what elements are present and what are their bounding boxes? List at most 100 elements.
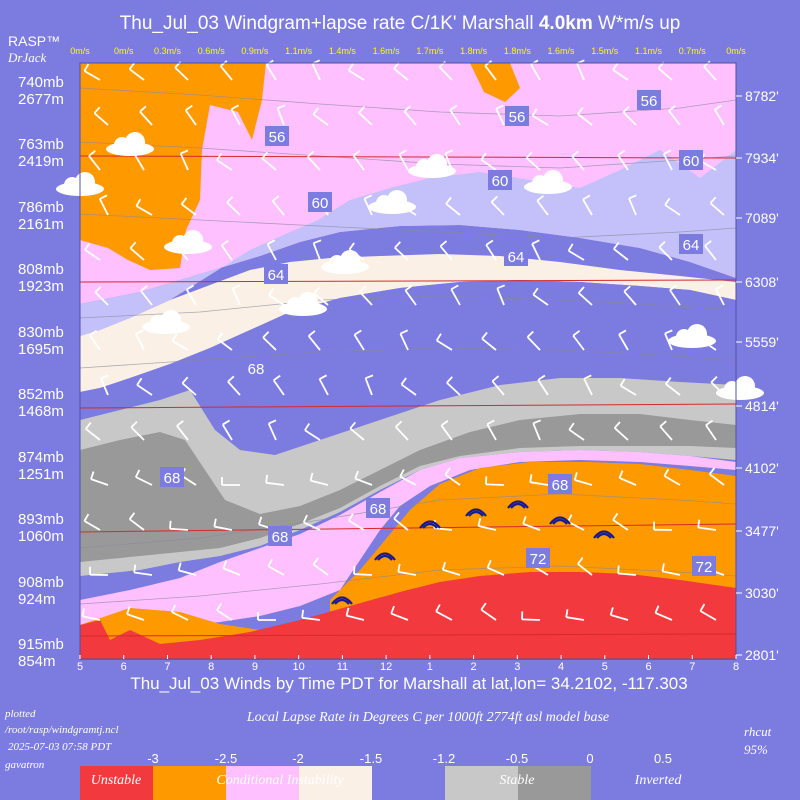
wind-barb bbox=[618, 333, 629, 351]
wstar-label: 1.4m/s bbox=[329, 46, 357, 56]
wind-barb-flag bbox=[704, 240, 712, 247]
wind-barb-flag bbox=[349, 421, 357, 430]
wind-barb bbox=[311, 63, 321, 81]
wind-barb bbox=[399, 475, 417, 486]
wind-barb-flag bbox=[273, 374, 281, 381]
wind-barb bbox=[266, 481, 285, 486]
wind-barb bbox=[358, 112, 373, 126]
wind-barb bbox=[135, 205, 153, 216]
wind-barb-flag bbox=[85, 422, 92, 430]
wind-barb-flag bbox=[140, 285, 148, 292]
wind-barb bbox=[174, 66, 189, 81]
wind-barb bbox=[230, 108, 241, 126]
wind-barb-flag bbox=[390, 605, 395, 614]
cloud-icon bbox=[279, 292, 327, 316]
wind-barb bbox=[713, 109, 725, 126]
wind-barb bbox=[709, 473, 725, 486]
wind-barb-flag bbox=[583, 374, 592, 380]
wind-barb bbox=[664, 204, 681, 216]
contour-label: 64 bbox=[508, 249, 525, 266]
wind-barb-flag bbox=[126, 606, 131, 615]
cloud-icon bbox=[408, 154, 456, 178]
wind-barb bbox=[89, 334, 101, 351]
reference-lines bbox=[79, 155, 737, 637]
wind-barb bbox=[486, 423, 497, 441]
wind-barb bbox=[136, 384, 153, 396]
wind-barb bbox=[449, 109, 461, 126]
wstar-label: 0.6m/s bbox=[198, 46, 226, 56]
thermal-marker bbox=[549, 516, 571, 525]
wind-barb bbox=[267, 565, 285, 576]
left-axis-mb: 915mb bbox=[18, 636, 64, 653]
wind-barb bbox=[85, 428, 101, 441]
wind-barbs bbox=[81, 59, 725, 621]
rhcut-label: rhcut bbox=[744, 724, 772, 739]
contour-label-box bbox=[160, 467, 184, 487]
wind-barb bbox=[487, 566, 505, 576]
wind-barb bbox=[530, 481, 549, 486]
wind-barb-flag bbox=[582, 194, 591, 201]
wind-barb bbox=[99, 198, 109, 216]
wind-barb bbox=[578, 292, 593, 306]
wind-barb-flag bbox=[659, 420, 667, 428]
right-axis-label: 4814' bbox=[745, 398, 779, 414]
wind-barb bbox=[485, 244, 497, 261]
wind-barb-flag bbox=[88, 150, 96, 157]
wind-barb bbox=[612, 69, 629, 81]
contour-label-box bbox=[679, 234, 703, 254]
wind-barb-flag bbox=[135, 198, 142, 207]
wind-barb bbox=[185, 289, 197, 306]
right-axis-label: 7934' bbox=[745, 150, 779, 166]
wind-barb-flag bbox=[703, 60, 711, 68]
wind-barb-flag bbox=[301, 609, 305, 618]
contour-label-box bbox=[526, 548, 550, 568]
thermal-marker-inner bbox=[510, 502, 526, 509]
wind-barb bbox=[583, 378, 593, 396]
wind-barb-flag bbox=[135, 469, 141, 478]
wind-barb bbox=[574, 479, 593, 486]
wind-barb bbox=[221, 424, 233, 441]
wind-barb-flag bbox=[577, 557, 584, 565]
contour-label: 68 bbox=[248, 361, 265, 378]
wind-barb bbox=[262, 336, 277, 351]
wind-barb-flag bbox=[445, 196, 452, 205]
right-axis-label: 5559' bbox=[745, 334, 779, 350]
wind-barb bbox=[219, 65, 233, 81]
wind-barb-flag bbox=[628, 194, 637, 200]
left-axis-m: 2419m bbox=[18, 153, 64, 170]
wind-barb-flag bbox=[312, 557, 319, 565]
wind-barb-flag bbox=[403, 105, 412, 112]
wind-barb bbox=[354, 477, 373, 486]
wind-barb bbox=[310, 479, 329, 486]
right-axis-label: 2801' bbox=[745, 647, 779, 663]
wind-barb bbox=[359, 291, 373, 306]
wind-barb-flag bbox=[477, 517, 482, 527]
wind-barb-flag bbox=[705, 419, 714, 426]
wind-barb-flag bbox=[439, 240, 448, 247]
wind-barb bbox=[665, 383, 681, 396]
legend-bands: Unstable Conditional Instability Stable Inv… bbox=[80, 766, 682, 800]
wind-barb bbox=[537, 379, 549, 396]
wind-barb-flag bbox=[495, 104, 504, 110]
thermal-marker bbox=[419, 520, 441, 529]
chart-title: Thu_Jul_03 Windgram+lapse rate C/1K' Mar… bbox=[120, 13, 681, 34]
wind-barb bbox=[572, 335, 585, 351]
wind-barb-flag bbox=[441, 561, 446, 571]
wind-barb bbox=[307, 156, 321, 171]
wind-barb-flag bbox=[530, 59, 539, 66]
wind-barb bbox=[134, 571, 153, 576]
legend-band bbox=[80, 766, 153, 800]
wind-barb bbox=[440, 424, 453, 441]
legend-tick: 0.5 bbox=[654, 751, 672, 766]
title-bold: 4.0km bbox=[539, 13, 593, 34]
thermal-marker-inner bbox=[334, 598, 350, 605]
wind-barb bbox=[659, 425, 673, 441]
wind-barb bbox=[268, 294, 285, 306]
wind-barb-flag bbox=[529, 474, 533, 483]
wind-barb-flag bbox=[227, 375, 235, 383]
wind-barb-flag bbox=[486, 560, 492, 569]
wind-barb bbox=[698, 526, 717, 531]
wind-barb bbox=[612, 519, 629, 531]
wind-barb bbox=[261, 157, 277, 171]
cloud-icon bbox=[668, 324, 716, 348]
